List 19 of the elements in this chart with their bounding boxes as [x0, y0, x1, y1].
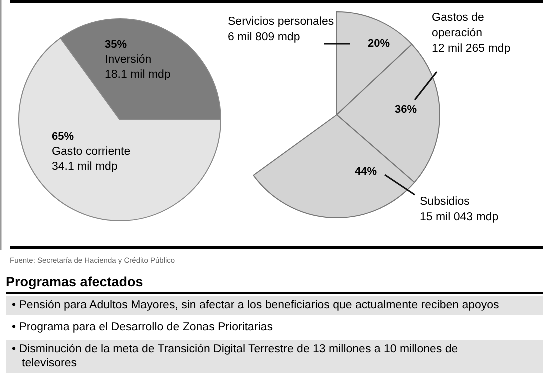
text: 15 mil 043 mdp — [420, 212, 499, 224]
slice-label: Inversión — [105, 54, 152, 66]
text: 18.1 mil mdp — [105, 69, 171, 82]
text: 34.1 mil mdp — [52, 161, 118, 174]
slice-label: Gasto corriente — [52, 146, 131, 158]
text: 12 mil 265 mdp — [432, 43, 511, 56]
slice-label: Gastos de operación — [432, 12, 484, 40]
slice-label: Servicios personales — [228, 16, 334, 28]
text: • Pensión para Adultos Mayores, sin afectar a los beneficiarios que actualmente reciben apoyos — [12, 300, 500, 312]
data-label: 65% — [52, 130, 74, 143]
text: Programas afectados — [6, 274, 144, 290]
text: • Disminución de la meta de Transición Digital Terrestre de 13 millones a 10 millones de televisores — [12, 344, 458, 370]
text: • Programa para el Desarrollo de Zonas Prioritarias — [12, 322, 274, 334]
data-label: 36% — [395, 104, 418, 116]
text: 6 mil 809 mdp — [228, 32, 300, 44]
data-label: 44% — [355, 166, 378, 178]
slice-label: Subsidios — [420, 196, 470, 208]
data-label: 35% — [105, 38, 128, 51]
data-label: 20% — [368, 38, 390, 50]
